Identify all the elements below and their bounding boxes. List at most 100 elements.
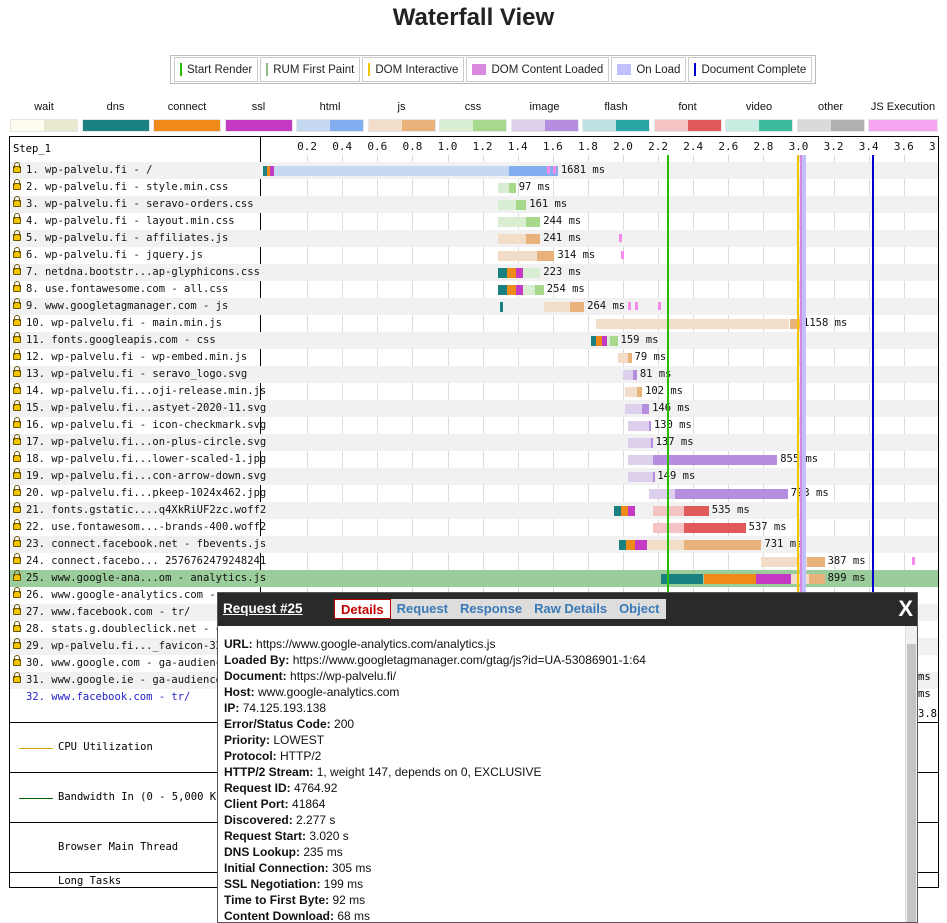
request-label[interactable]: 21. fonts.gstatic....q4XkRiUF2zc.woff2 [13, 502, 266, 519]
request-label[interactable]: 30. www.google.com - ga-audience [13, 655, 228, 672]
request-wait-segment [498, 183, 509, 193]
request-label[interactable]: 3. wp-palvelu.fi - seravo-orders.css [13, 196, 254, 213]
request-label[interactable]: 17. wp-palvelu.fi...on-plus-circle.svg [13, 434, 266, 451]
request-label[interactable]: 4. wp-palvelu.fi - layout.min.css [13, 213, 235, 230]
request-type-legend: wait dns connect ssl html js css image flash font… [0, 100, 947, 132]
tab-request[interactable]: Request [396, 601, 448, 616]
scrollbar-thumb[interactable] [907, 644, 916, 922]
detail-line: Time to First Byte: 92 ms [224, 892, 901, 908]
table-row[interactable]: 9. www.googletagmanager.com - js 264 ms [10, 298, 938, 315]
table-row[interactable]: 32. www.facebook.com - tr/ [10, 689, 938, 706]
request-label[interactable]: 7. netdna.bootstr...ap-glyphicons.css [13, 264, 260, 281]
tab-response[interactable]: Response [459, 601, 523, 616]
table-row[interactable]: 26. www.google-analytics.com - c [10, 587, 938, 604]
request-name: 6. wp-palvelu.fi - jquery.js [26, 249, 204, 261]
table-row[interactable]: 12. wp-palvelu.fi - wp-embed.min.js 79 ms [10, 349, 938, 366]
request-label[interactable]: 19. wp-palvelu.fi...con-arrow-down.svg [13, 468, 266, 485]
request-label[interactable]: 12. wp-palvelu.fi - wp-embed.min.js [13, 349, 247, 366]
type-legend-video: video [725, 100, 793, 132]
table-row[interactable]: 30. www.google.com - ga-audience [10, 655, 938, 672]
table-row[interactable]: 10. wp-palvelu.fi - main.min.js 1158 ms [10, 315, 938, 332]
table-row[interactable]: 7. netdna.bootstr...ap-glyphicons.css 223… [10, 264, 938, 281]
request-label[interactable]: 20. wp-palvelu.fi...pkeep-1024x462.jpg [13, 485, 266, 502]
request-label[interactable]: 5. wp-palvelu.fi - affiliates.js [13, 230, 228, 247]
request-label[interactable]: 32. www.facebook.com - tr/ [13, 689, 190, 706]
detail-value: 74.125.193.138 [242, 701, 327, 715]
table-row[interactable]: 21. fonts.gstatic....q4XkRiUF2zc.woff2 53… [10, 502, 938, 519]
download-segment [636, 387, 643, 397]
request-label[interactable]: 27. www.facebook.com - tr/ [13, 604, 190, 621]
request-label[interactable]: 8. use.fontawesome.com - all.css [13, 281, 228, 298]
request-label[interactable]: 23. connect.facebook.net - fbevents.js [13, 536, 266, 553]
js-execution-mark [552, 166, 556, 174]
js-execution-mark [657, 302, 661, 310]
request-label[interactable]: 14. wp-palvelu.fi...oji-release.min.js [13, 383, 266, 400]
detail-key: Client Port: [224, 797, 289, 811]
table-row[interactable]: 8. use.fontawesome.com - all.css 254 ms [10, 281, 938, 298]
request-wait-segment [628, 438, 651, 448]
detail-key: Request Start: [224, 829, 307, 843]
type-label: image [529, 101, 560, 113]
table-row[interactable]: 28. stats.g.doubleclick.net - co [10, 621, 938, 638]
dialog-scrollbar[interactable] [905, 626, 917, 922]
table-row[interactable]: 24. connect.facebo... 2576762479248241 38… [10, 553, 938, 570]
close-icon[interactable]: X [898, 596, 913, 621]
table-row[interactable]: 5. wp-palvelu.fi - affiliates.js 241 ms [10, 230, 938, 247]
connect-segment [703, 574, 757, 584]
request-duration: 254 ms [546, 283, 585, 295]
type-swatch [653, 119, 722, 132]
table-row[interactable]: 3. wp-palvelu.fi - seravo-orders.css 161 … [10, 196, 938, 213]
request-label[interactable]: 9. www.googletagmanager.com - js [13, 298, 228, 315]
request-wait-segment [628, 421, 650, 431]
table-row[interactable]: 2. wp-palvelu.fi - style.min.css 97 ms [10, 179, 938, 196]
request-label[interactable]: 18. wp-palvelu.fi...lower-scaled-1.jpg [13, 451, 266, 468]
type-swatch [10, 119, 78, 132]
table-row[interactable]: 15. wp-palvelu.fi...astyet-2020-11.svg 14… [10, 400, 938, 417]
table-row[interactable]: 17. wp-palvelu.fi...on-plus-circle.svg 13… [10, 434, 938, 451]
table-row[interactable]: 19. wp-palvelu.fi...con-arrow-down.svg 14… [10, 468, 938, 485]
request-label[interactable]: 10. wp-palvelu.fi - main.min.js [13, 315, 222, 332]
request-label[interactable]: 29. wp-palvelu.fi..._favicon-32x [13, 638, 228, 655]
table-row[interactable]: 16. wp-palvelu.fi - icon-checkmark.svg 13… [10, 417, 938, 434]
download-segment [610, 336, 618, 346]
request-label[interactable]: 11. fonts.googleapis.com - css [13, 332, 216, 349]
request-wait-segment [498, 234, 527, 244]
request-label[interactable]: 1. wp-palvelu.fi - / [13, 162, 152, 179]
request-label[interactable]: 22. use.fontawesom...-brands-400.woff2 [13, 519, 266, 536]
request-name: 29. wp-palvelu.fi..._favicon-32x [26, 640, 229, 652]
request-wait-segment [543, 302, 571, 312]
request-label[interactable]: 15. wp-palvelu.fi...astyet-2020-11.svg [13, 400, 266, 417]
tab-details[interactable]: Details [334, 599, 391, 619]
detail-line: Content Download: 68 ms [224, 908, 901, 923]
download-segment [649, 421, 652, 431]
request-label[interactable]: 28. stats.g.doubleclick.net - co [13, 621, 228, 638]
table-row[interactable]: 14. wp-palvelu.fi...oji-release.min.js 10… [10, 383, 938, 400]
request-label[interactable]: 31. www.google.ie - ga-audiences [13, 672, 228, 689]
request-label[interactable]: 13. wp-palvelu.fi - seravo_logo.svg [13, 366, 247, 383]
table-row[interactable]: 13. wp-palvelu.fi - seravo_logo.svg 81 ms [10, 366, 938, 383]
table-row[interactable]: 25. www.google-ana...om - analytics.js 89… [10, 570, 938, 587]
table-row[interactable]: 4. wp-palvelu.fi - layout.min.css 244 ms [10, 213, 938, 230]
tab-raw-details[interactable]: Raw Details [534, 601, 608, 616]
type-label: video [745, 101, 773, 113]
request-label[interactable]: 16. wp-palvelu.fi - icon-checkmark.svg [13, 417, 266, 434]
detail-key: Content Download: [224, 909, 334, 923]
table-row[interactable]: 11. fonts.googleapis.com - css 159 ms [10, 332, 938, 349]
detail-value: 1, weight 147, depends on 0, EXCLUSIVE [316, 765, 542, 779]
tab-object[interactable]: Object [619, 601, 660, 616]
request-name: 18. wp-palvelu.fi...lower-scaled-1.jpg [26, 453, 267, 465]
lock-icon [13, 485, 21, 496]
table-row[interactable]: 23. connect.facebook.net - fbevents.js 73… [10, 536, 938, 553]
request-wait-segment [647, 540, 685, 550]
detail-line: Protocol: HTTP/2 [224, 748, 901, 764]
table-row[interactable]: 1. wp-palvelu.fi - / 1681 ms [10, 162, 938, 179]
detail-line: Initial Connection: 305 ms [224, 860, 901, 876]
detail-key: Error/Status Code: [224, 717, 331, 731]
request-label[interactable]: 25. www.google-ana...om - analytics.js [13, 570, 266, 587]
request-label[interactable]: 2. wp-palvelu.fi - style.min.css [13, 179, 228, 196]
request-label[interactable]: 6. wp-palvelu.fi - jquery.js [13, 247, 203, 264]
table-row[interactable]: 18. wp-palvelu.fi...lower-scaled-1.jpg 85… [10, 451, 938, 468]
request-label[interactable]: 26. www.google-analytics.com - c [13, 587, 228, 604]
table-row[interactable]: 6. wp-palvelu.fi - jquery.js 314 ms [10, 247, 938, 264]
request-label[interactable]: 24. connect.facebo... 2576762479248241 [13, 553, 266, 570]
